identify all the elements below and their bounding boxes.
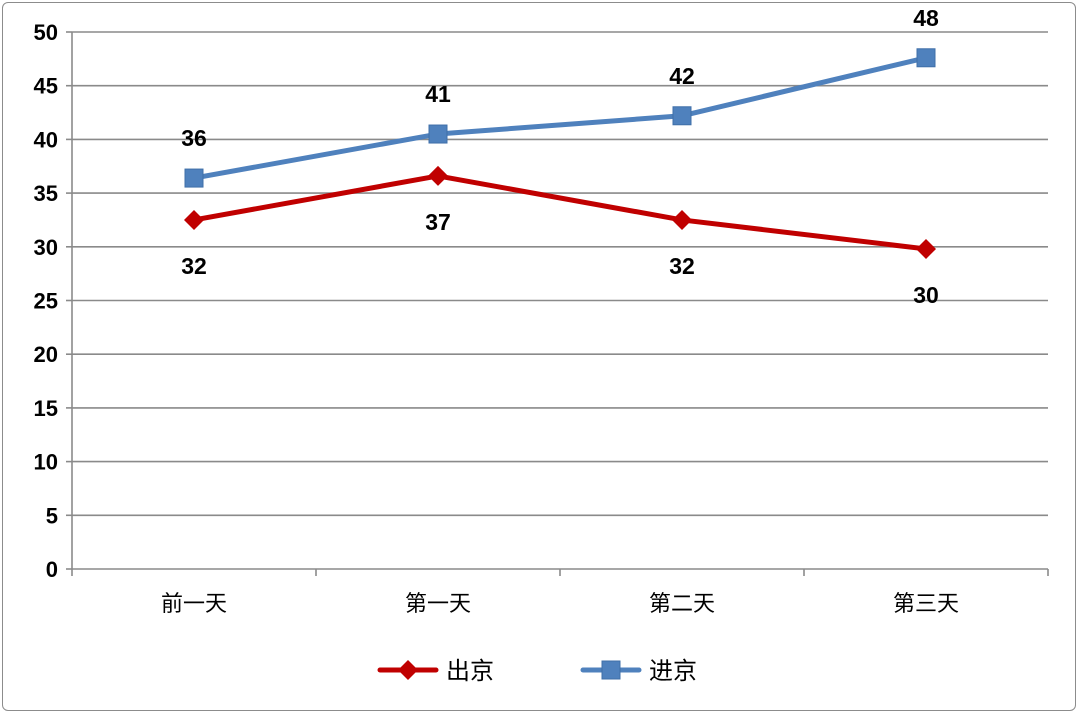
legend-label: 进京 bbox=[649, 657, 697, 685]
data-label: 32 bbox=[181, 253, 207, 279]
legend-item: 进京 bbox=[580, 657, 697, 685]
data-label: 37 bbox=[425, 209, 451, 235]
y-tick-label: 40 bbox=[34, 127, 58, 152]
y-tick-label: 20 bbox=[34, 342, 58, 367]
y-tick-label: 35 bbox=[34, 181, 58, 206]
series-1-marker bbox=[184, 209, 204, 230]
data-label: 30 bbox=[913, 282, 939, 308]
legend-item: 出京 bbox=[377, 657, 494, 685]
series-line-2 bbox=[191, 55, 929, 181]
series-2-marker bbox=[184, 168, 204, 188]
y-tick-label: 45 bbox=[34, 74, 58, 99]
legend: 出京 进京 bbox=[377, 657, 697, 685]
legend-label: 出京 bbox=[446, 657, 494, 685]
series-2-marker bbox=[428, 124, 448, 144]
data-label: 41 bbox=[425, 81, 451, 107]
y-tick-label: 10 bbox=[34, 450, 58, 475]
series-line-1 bbox=[191, 173, 929, 252]
legend-swatch-marker bbox=[601, 660, 621, 680]
legend-swatch-marker bbox=[398, 660, 418, 680]
y-tick-label: 15 bbox=[34, 396, 58, 421]
series-1-marker bbox=[672, 209, 692, 230]
gridlines bbox=[72, 31, 1048, 517]
data-label: 32 bbox=[669, 253, 695, 279]
data-labels: 32 37 32 30 36 41 42 48 bbox=[181, 5, 939, 308]
y-tick-label: 30 bbox=[34, 235, 58, 260]
y-tick-label: 25 bbox=[34, 289, 58, 314]
series-2-marker bbox=[672, 106, 692, 126]
axes: 0 5 10 15 20 25 30 35 40 45 50 前一天 第一天 第二天 第三天 bbox=[34, 20, 1049, 617]
series-1-marker bbox=[428, 165, 448, 186]
x-tick-label: 第三天 bbox=[893, 592, 959, 617]
series-2-marker bbox=[916, 48, 936, 68]
y-tick-label: 0 bbox=[46, 557, 58, 582]
x-tick-label: 前一天 bbox=[161, 592, 227, 617]
x-tick-label: 第二天 bbox=[649, 592, 715, 617]
data-label: 36 bbox=[181, 125, 207, 151]
series bbox=[184, 48, 936, 259]
data-label: 42 bbox=[669, 63, 695, 89]
series-1-marker bbox=[916, 238, 936, 259]
x-tick-label: 第一天 bbox=[405, 592, 471, 617]
y-tick-label: 50 bbox=[34, 20, 58, 45]
y-tick-label: 5 bbox=[46, 503, 58, 528]
data-label: 48 bbox=[913, 5, 939, 31]
